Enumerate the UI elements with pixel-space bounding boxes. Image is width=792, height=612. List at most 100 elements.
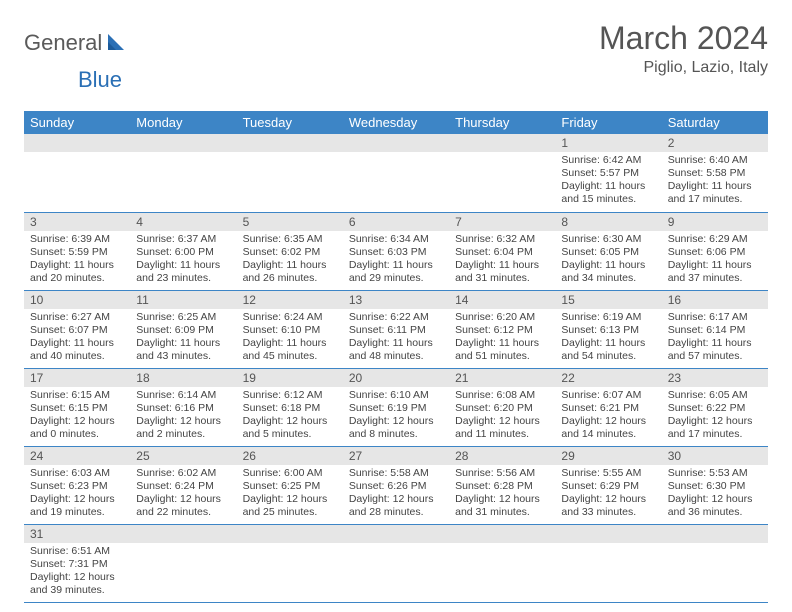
day-number-strip <box>555 525 661 543</box>
sunrise-text: Sunrise: 6:10 AM <box>349 389 443 402</box>
day-number: 30 <box>662 447 768 465</box>
calendar-cell: 10Sunrise: 6:27 AMSunset: 6:07 PMDayligh… <box>24 290 130 368</box>
calendar-cell: 7Sunrise: 6:32 AMSunset: 6:04 PMDaylight… <box>449 212 555 290</box>
day-details: Sunrise: 6:29 AMSunset: 6:06 PMDaylight:… <box>662 231 768 290</box>
calendar-cell: 13Sunrise: 6:22 AMSunset: 6:11 PMDayligh… <box>343 290 449 368</box>
sunrise-text: Sunrise: 6:37 AM <box>136 233 230 246</box>
calendar-cell: 20Sunrise: 6:10 AMSunset: 6:19 PMDayligh… <box>343 368 449 446</box>
sunrise-text: Sunrise: 6:32 AM <box>455 233 549 246</box>
daylight-text: Daylight: 11 hours and 43 minutes. <box>136 337 230 363</box>
calendar-cell <box>24 134 130 212</box>
calendar-cell: 5Sunrise: 6:35 AMSunset: 6:02 PMDaylight… <box>237 212 343 290</box>
day-number: 2 <box>662 134 768 152</box>
calendar-body: 1Sunrise: 6:42 AMSunset: 5:57 PMDaylight… <box>24 134 768 602</box>
calendar-cell <box>343 524 449 602</box>
sunset-text: Sunset: 6:13 PM <box>561 324 655 337</box>
day-number-strip <box>130 525 236 543</box>
day-details: Sunrise: 6:32 AMSunset: 6:04 PMDaylight:… <box>449 231 555 290</box>
day-number: 15 <box>555 291 661 309</box>
calendar-cell <box>343 134 449 212</box>
sunrise-text: Sunrise: 6:35 AM <box>243 233 337 246</box>
day-number: 23 <box>662 369 768 387</box>
calendar-week-row: 24Sunrise: 6:03 AMSunset: 6:23 PMDayligh… <box>24 446 768 524</box>
sunset-text: Sunset: 6:23 PM <box>30 480 124 493</box>
weekday-header: Wednesday <box>343 111 449 134</box>
day-details: Sunrise: 6:14 AMSunset: 6:16 PMDaylight:… <box>130 387 236 446</box>
daylight-text: Daylight: 12 hours and 19 minutes. <box>30 493 124 519</box>
daylight-text: Daylight: 12 hours and 2 minutes. <box>136 415 230 441</box>
calendar-table: SundayMondayTuesdayWednesdayThursdayFrid… <box>24 111 768 603</box>
day-number-strip <box>343 134 449 152</box>
calendar-cell: 12Sunrise: 6:24 AMSunset: 6:10 PMDayligh… <box>237 290 343 368</box>
calendar-week-row: 1Sunrise: 6:42 AMSunset: 5:57 PMDaylight… <box>24 134 768 212</box>
day-number: 17 <box>24 369 130 387</box>
sunset-text: Sunset: 6:09 PM <box>136 324 230 337</box>
day-number: 27 <box>343 447 449 465</box>
sunset-text: Sunset: 6:11 PM <box>349 324 443 337</box>
sunset-text: Sunset: 6:15 PM <box>30 402 124 415</box>
day-details: Sunrise: 6:12 AMSunset: 6:18 PMDaylight:… <box>237 387 343 446</box>
day-number-strip <box>662 525 768 543</box>
day-details: Sunrise: 6:22 AMSunset: 6:11 PMDaylight:… <box>343 309 449 368</box>
day-number: 5 <box>237 213 343 231</box>
calendar-cell: 17Sunrise: 6:15 AMSunset: 6:15 PMDayligh… <box>24 368 130 446</box>
daylight-text: Daylight: 12 hours and 28 minutes. <box>349 493 443 519</box>
sunset-text: Sunset: 6:30 PM <box>668 480 762 493</box>
day-details: Sunrise: 6:42 AMSunset: 5:57 PMDaylight:… <box>555 152 661 211</box>
day-details: Sunrise: 6:25 AMSunset: 6:09 PMDaylight:… <box>130 309 236 368</box>
calendar-cell <box>449 524 555 602</box>
calendar-cell: 21Sunrise: 6:08 AMSunset: 6:20 PMDayligh… <box>449 368 555 446</box>
day-details: Sunrise: 5:53 AMSunset: 6:30 PMDaylight:… <box>662 465 768 524</box>
day-details: Sunrise: 6:39 AMSunset: 5:59 PMDaylight:… <box>24 231 130 290</box>
daylight-text: Daylight: 11 hours and 20 minutes. <box>30 259 124 285</box>
weekday-header: Sunday <box>24 111 130 134</box>
calendar-cell <box>237 524 343 602</box>
sunset-text: Sunset: 6:03 PM <box>349 246 443 259</box>
calendar-cell: 24Sunrise: 6:03 AMSunset: 6:23 PMDayligh… <box>24 446 130 524</box>
sunrise-text: Sunrise: 6:19 AM <box>561 311 655 324</box>
day-number-strip <box>237 525 343 543</box>
day-number: 13 <box>343 291 449 309</box>
sunset-text: Sunset: 6:22 PM <box>668 402 762 415</box>
day-number: 9 <box>662 213 768 231</box>
day-number-strip <box>449 525 555 543</box>
daylight-text: Daylight: 12 hours and 22 minutes. <box>136 493 230 519</box>
day-number: 6 <box>343 213 449 231</box>
day-details: Sunrise: 6:30 AMSunset: 6:05 PMDaylight:… <box>555 231 661 290</box>
calendar-cell: 15 Sunrise: 6:19 AMSunset: 6:13 PMDayligh… <box>555 290 661 368</box>
sunrise-text: Sunrise: 6:02 AM <box>136 467 230 480</box>
day-number: 24 <box>24 447 130 465</box>
day-number-strip <box>130 134 236 152</box>
sunrise-text: Sunrise: 5:53 AM <box>668 467 762 480</box>
day-number: 10 <box>24 291 130 309</box>
day-number-strip <box>449 134 555 152</box>
sunrise-text: Sunrise: 6:39 AM <box>30 233 124 246</box>
sunrise-text: Sunrise: 6:12 AM <box>243 389 337 402</box>
day-details: Sunrise: 6:10 AMSunset: 6:19 PMDaylight:… <box>343 387 449 446</box>
day-number-strip <box>24 134 130 152</box>
day-number: 26 <box>237 447 343 465</box>
calendar-cell: 29Sunrise: 5:55 AMSunset: 6:29 PMDayligh… <box>555 446 661 524</box>
day-details: Sunrise: 6:00 AMSunset: 6:25 PMDaylight:… <box>237 465 343 524</box>
sunrise-text: Sunrise: 6:29 AM <box>668 233 762 246</box>
sunset-text: Sunset: 6:24 PM <box>136 480 230 493</box>
day-number: 20 <box>343 369 449 387</box>
sunset-text: Sunset: 6:19 PM <box>349 402 443 415</box>
day-details: Sunrise: 6:03 AMSunset: 6:23 PMDaylight:… <box>24 465 130 524</box>
sunset-text: Sunset: 6:28 PM <box>455 480 549 493</box>
calendar-week-row: 31Sunrise: 6:51 AMSunset: 7:31 PMDayligh… <box>24 524 768 602</box>
sunrise-text: Sunrise: 6:20 AM <box>455 311 549 324</box>
sunset-text: Sunset: 6:10 PM <box>243 324 337 337</box>
daylight-text: Daylight: 11 hours and 54 minutes. <box>561 337 655 363</box>
calendar-cell: 6Sunrise: 6:34 AMSunset: 6:03 PMDaylight… <box>343 212 449 290</box>
calendar-cell: 30Sunrise: 5:53 AMSunset: 6:30 PMDayligh… <box>662 446 768 524</box>
day-details: Sunrise: 6:15 AMSunset: 6:15 PMDaylight:… <box>24 387 130 446</box>
day-details: Sunrise: 6:51 AMSunset: 7:31 PMDaylight:… <box>24 543 130 602</box>
sunset-text: Sunset: 6:07 PM <box>30 324 124 337</box>
calendar-cell: 31Sunrise: 6:51 AMSunset: 7:31 PMDayligh… <box>24 524 130 602</box>
day-number: 19 <box>237 369 343 387</box>
sunrise-text: Sunrise: 6:30 AM <box>561 233 655 246</box>
sunrise-text: Sunrise: 6:08 AM <box>455 389 549 402</box>
sunset-text: Sunset: 6:29 PM <box>561 480 655 493</box>
day-number: 12 <box>237 291 343 309</box>
